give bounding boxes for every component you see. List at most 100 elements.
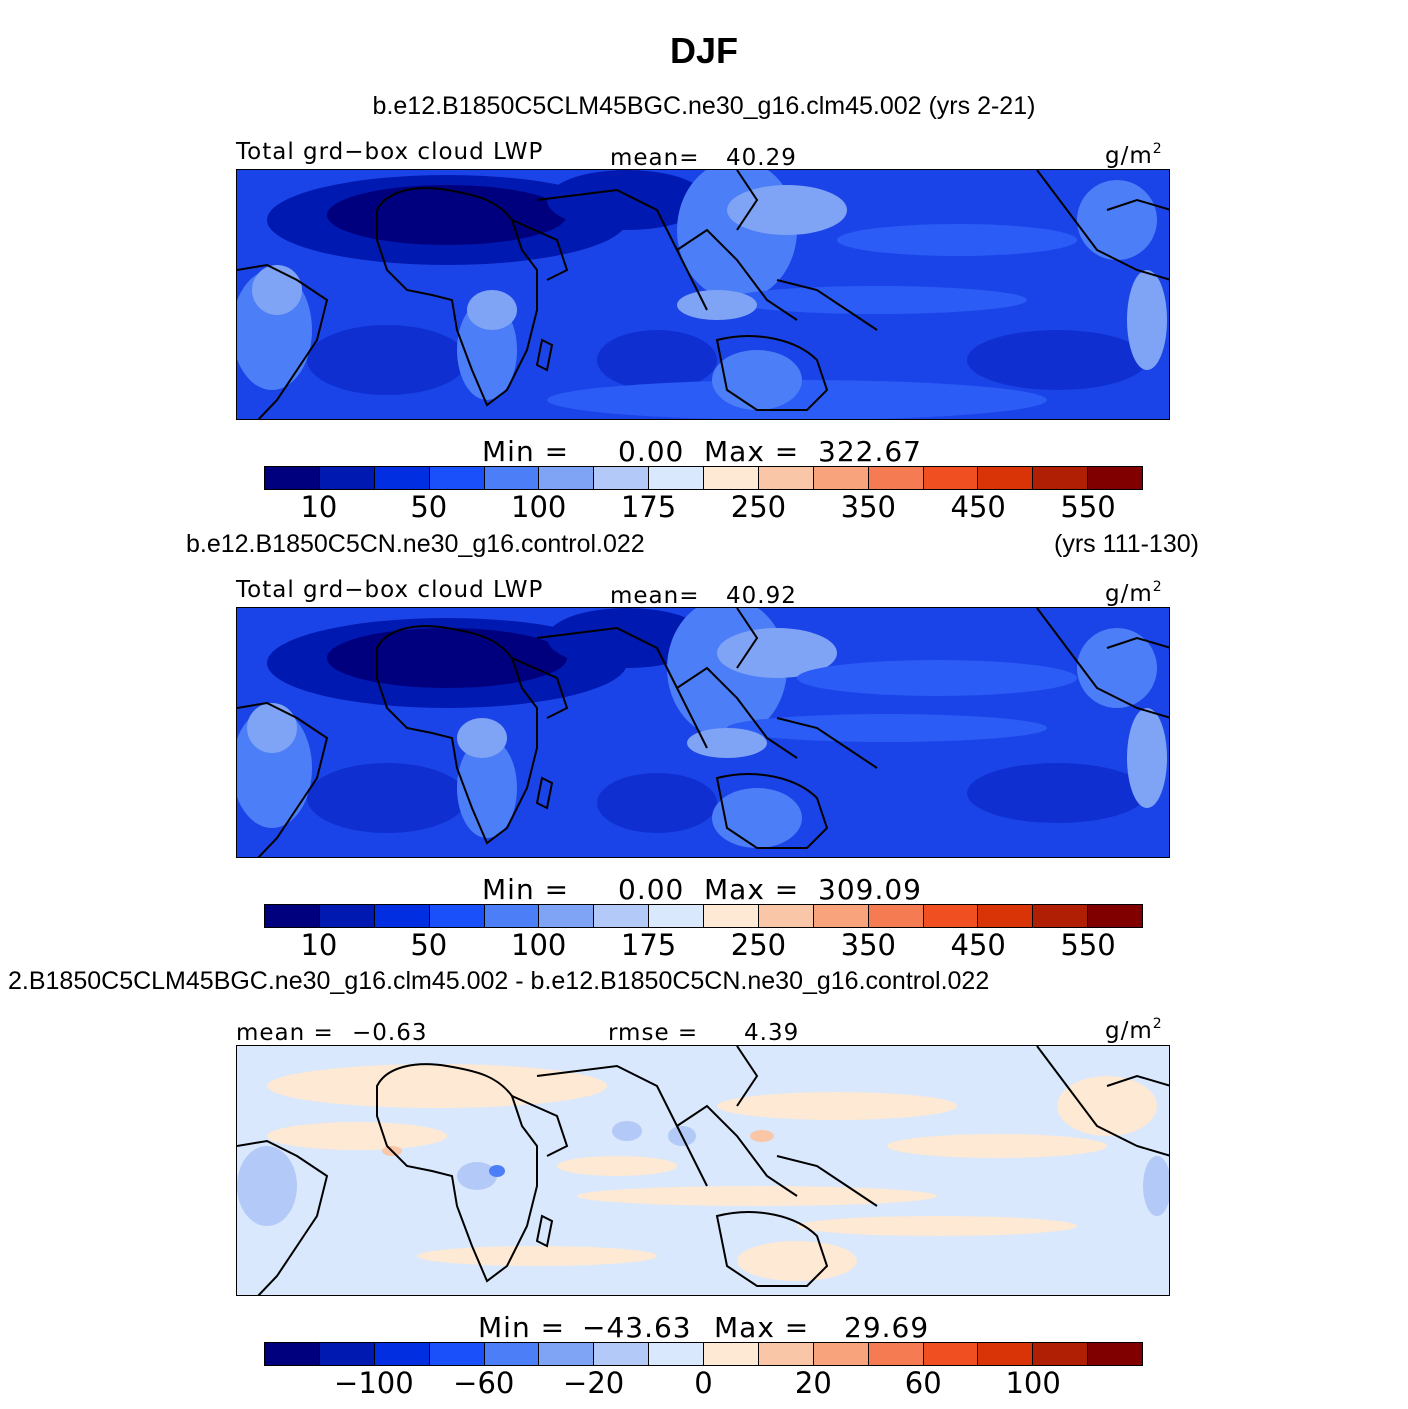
panel-3-colorbar-tick-label: 20 bbox=[794, 1366, 832, 1400]
panel-2-max-label: Max = bbox=[704, 873, 800, 906]
panel-3-coastlines bbox=[237, 1046, 1169, 1295]
panel-1-colorbar-swatch bbox=[319, 467, 375, 489]
panel-3-colorbar-swatch bbox=[539, 1343, 595, 1365]
panel-2-years: (yrs 111-130) bbox=[1054, 530, 1199, 558]
panel-1-colorbar-swatch bbox=[594, 467, 650, 489]
panel-2-map-svg bbox=[237, 608, 1169, 857]
panel-1-colorbar-swatch bbox=[978, 467, 1034, 489]
panel-3-colorbar bbox=[264, 1342, 1143, 1366]
panel-2-colorbar-swatch bbox=[923, 905, 979, 927]
panel-3-units: g/m2 bbox=[1105, 1016, 1163, 1044]
panel-3-colorbar-tick-label: 100 bbox=[1005, 1366, 1061, 1400]
panel-3-max-label: Max = bbox=[714, 1311, 810, 1344]
panel-1-colorbar-tick-label: 450 bbox=[950, 490, 1006, 524]
panel-2-mean-label: mean= bbox=[610, 583, 700, 609]
panel-2-colorbar-swatch bbox=[813, 905, 869, 927]
panel-3-mean-value: −0.63 bbox=[352, 1020, 428, 1046]
panel-2-field-patches bbox=[237, 608, 1167, 848]
panel-1-colorbar-swatch bbox=[923, 467, 979, 489]
panel-1-colorbar-tick-label: 50 bbox=[410, 490, 448, 524]
panel-3-rmse-value: 4.39 bbox=[744, 1020, 800, 1046]
panel-1-min-value: 0.00 bbox=[618, 435, 685, 468]
panel-3-colorbar-swatch bbox=[374, 1343, 430, 1365]
panel-2-units: g/m2 bbox=[1105, 579, 1163, 607]
panel-3-colorbar-swatch bbox=[1088, 1343, 1142, 1365]
panel-1-colorbar-swatch bbox=[265, 467, 320, 489]
panel-3-colorbar-swatch bbox=[923, 1343, 979, 1365]
panel-3-colorbar-swatch bbox=[813, 1343, 869, 1365]
panel-2-case-title: b.e12.B1850C5CN.ne30_g16.control.022 bbox=[186, 530, 645, 558]
panel-1-map bbox=[236, 169, 1170, 420]
panel-2-colorbar-swatch bbox=[1088, 905, 1142, 927]
panel-2-colorbar-swatch bbox=[319, 905, 375, 927]
panel-2-colorbar-tick-label: 50 bbox=[410, 928, 448, 962]
panel-1-units: g/m2 bbox=[1105, 141, 1163, 169]
panel-1-colorbar-swatch bbox=[429, 467, 485, 489]
panel-3-colorbar-swatch bbox=[649, 1343, 704, 1365]
panel-2-colorbar-swatch bbox=[265, 905, 320, 927]
panel-3-colorbar-swatch bbox=[265, 1343, 320, 1365]
panel-1-variable-label: Total grd−box cloud LWP bbox=[236, 139, 544, 165]
panel-1-max-label: Max = bbox=[704, 435, 800, 468]
panel-3-map-svg bbox=[237, 1046, 1169, 1295]
panel-1-colorbar-swatch bbox=[649, 467, 704, 489]
panel-3-rmse-label: rmse = bbox=[608, 1020, 699, 1046]
panel-1-colorbar bbox=[264, 466, 1143, 490]
panel-2-colorbar-swatch bbox=[868, 905, 924, 927]
panel-3-colorbar-swatch bbox=[868, 1343, 924, 1365]
panel-1-colorbar-swatch bbox=[1033, 467, 1089, 489]
panel-1-colorbar-swatch bbox=[539, 467, 595, 489]
panel-3-colorbar-swatch bbox=[704, 1343, 759, 1365]
panel-1-colorbar-swatch bbox=[813, 467, 869, 489]
panel-3-colorbar-swatch bbox=[319, 1343, 375, 1365]
panel-1-colorbar-tick-label: 100 bbox=[511, 490, 567, 524]
panel-2-colorbar-tick-label: 450 bbox=[950, 928, 1006, 962]
panel-3-mean-label: mean = bbox=[236, 1020, 334, 1046]
panel-2-colorbar-swatch bbox=[1033, 905, 1089, 927]
panel-3-colorbar-tick-label: −20 bbox=[563, 1366, 625, 1400]
panel-2-min-label: Min = bbox=[482, 873, 570, 906]
panel-2-colorbar-swatch bbox=[484, 905, 540, 927]
panel-3-max-value: 29.69 bbox=[844, 1311, 930, 1344]
panel-3-map bbox=[236, 1045, 1170, 1296]
panel-3-negative-patches bbox=[237, 1121, 1169, 1226]
panel-2-variable-label: Total grd−box cloud LWP bbox=[236, 577, 544, 603]
panel-3-min-label: Min = bbox=[478, 1311, 566, 1344]
panel-2-colorbar-swatch bbox=[539, 905, 595, 927]
panel-3-colorbar-tick-label: 0 bbox=[694, 1366, 713, 1400]
panel-1-colorbar-tick-label: 175 bbox=[620, 490, 677, 524]
panel-3-colorbar-swatch bbox=[1033, 1343, 1089, 1365]
panel-2-colorbar-tick-label: 550 bbox=[1060, 928, 1116, 962]
panel-3-colorbar-swatch bbox=[594, 1343, 650, 1365]
panel-1-colorbar-tick-label: 10 bbox=[300, 490, 338, 524]
panel-2-min-value: 0.00 bbox=[618, 873, 685, 906]
panel-2-mean-value: 40.92 bbox=[726, 583, 797, 609]
panel-2-colorbar-tick-label: 175 bbox=[620, 928, 677, 962]
panel-2-colorbar-swatch bbox=[978, 905, 1034, 927]
panel-1-colorbar-swatch bbox=[1088, 467, 1142, 489]
panel-3-colorbar-swatch bbox=[758, 1343, 814, 1365]
panel-2-colorbar-swatch bbox=[429, 905, 485, 927]
panel-1-max-value: 322.67 bbox=[818, 435, 922, 468]
panel-2-coastlines bbox=[237, 608, 1169, 857]
panel-1-colorbar-swatch bbox=[758, 467, 814, 489]
panel-1-coastlines bbox=[237, 170, 1169, 419]
panel-2-map bbox=[236, 607, 1170, 858]
panel-2-colorbar-swatch bbox=[704, 905, 759, 927]
panel-1-colorbar-swatch bbox=[484, 467, 540, 489]
panel-1-colorbar-tick-label: 250 bbox=[730, 490, 787, 524]
panel-3-colorbar-swatch bbox=[978, 1343, 1034, 1365]
panel-1-colorbar-swatch bbox=[868, 467, 924, 489]
panel-1-colorbar-swatch bbox=[374, 467, 430, 489]
panel-1-min-label: Min = bbox=[482, 435, 570, 468]
panel-2-colorbar bbox=[264, 904, 1143, 928]
panel-3-colorbar-tick-label: −60 bbox=[453, 1366, 515, 1400]
panel-3-colorbar-swatch bbox=[429, 1343, 485, 1365]
panel-2-colorbar-tick-label: 10 bbox=[300, 928, 338, 962]
panel-1-colorbar-tick-label: 550 bbox=[1060, 490, 1116, 524]
panel-3-min-value: −43.63 bbox=[582, 1311, 692, 1344]
panel-1-colorbar-swatch bbox=[704, 467, 759, 489]
panel-3-case-title: 2.B1850C5CLM45BGC.ne30_g16.clm45.002 - b… bbox=[8, 967, 990, 995]
panel-2-colorbar-swatch bbox=[758, 905, 814, 927]
panel-1-map-svg bbox=[237, 170, 1169, 419]
